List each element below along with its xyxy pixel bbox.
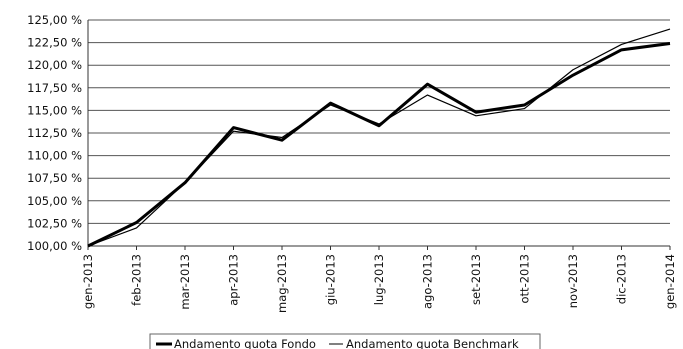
y-tick-label-9: 122,50 % — [27, 36, 82, 50]
x-tick-label-9: ott-2013 — [518, 254, 532, 303]
x-tick-label-10: nov-2013 — [566, 254, 580, 308]
series-line-fondo — [88, 44, 670, 246]
y-tick-label-7: 117,50 % — [27, 81, 82, 95]
x-tick-label-3: apr-2013 — [227, 254, 241, 306]
legend-label-benchmark: Andamento quota Benchmark — [346, 337, 519, 349]
x-tick-label-5: giu-2013 — [324, 254, 338, 305]
y-axis-tick-labels: 100,00 % 102,50 % 105,00 % 107,50 % 110,00 %… — [27, 13, 82, 253]
gridlines — [88, 20, 670, 250]
x-tick-label-0: gen-2013 — [81, 254, 95, 309]
x-axis-tick-labels: gen-2013 feb-2013 mar-2013 apr-2013 mag-2013… — [81, 254, 677, 313]
x-tick-label-6: lug-2013 — [372, 254, 386, 305]
x-tick-label-8: set-2013 — [469, 254, 483, 305]
x-tick-label-1: feb-2013 — [130, 254, 144, 306]
y-tick-label-8: 120,00 % — [27, 58, 82, 72]
y-tick-label-0: 100,00 % — [27, 239, 82, 253]
y-tick-label-10: 125,00 % — [27, 13, 82, 27]
x-tick-label-4: mag-2013 — [275, 254, 289, 313]
x-tick-label-2: mar-2013 — [178, 254, 192, 310]
y-tick-label-4: 110,00 % — [27, 149, 82, 163]
x-tick-label-12: gen-2014 — [663, 254, 677, 309]
legend: Andamento quota Fondo Andamento quota Be… — [150, 334, 540, 349]
series-line-benchmark — [88, 29, 670, 246]
x-tick-label-11: dic-2013 — [615, 254, 629, 304]
series-lines — [88, 29, 670, 246]
legend-label-fondo: Andamento quota Fondo — [174, 337, 316, 349]
x-tick-label-7: ago-2013 — [421, 254, 435, 309]
y-tick-label-1: 102,50 % — [27, 216, 82, 230]
y-tick-label-5: 112,50 % — [27, 126, 82, 140]
y-tick-label-6: 115,00 % — [27, 103, 82, 117]
y-tick-label-2: 105,00 % — [27, 194, 82, 208]
y-tick-label-3: 107,50 % — [27, 171, 82, 185]
